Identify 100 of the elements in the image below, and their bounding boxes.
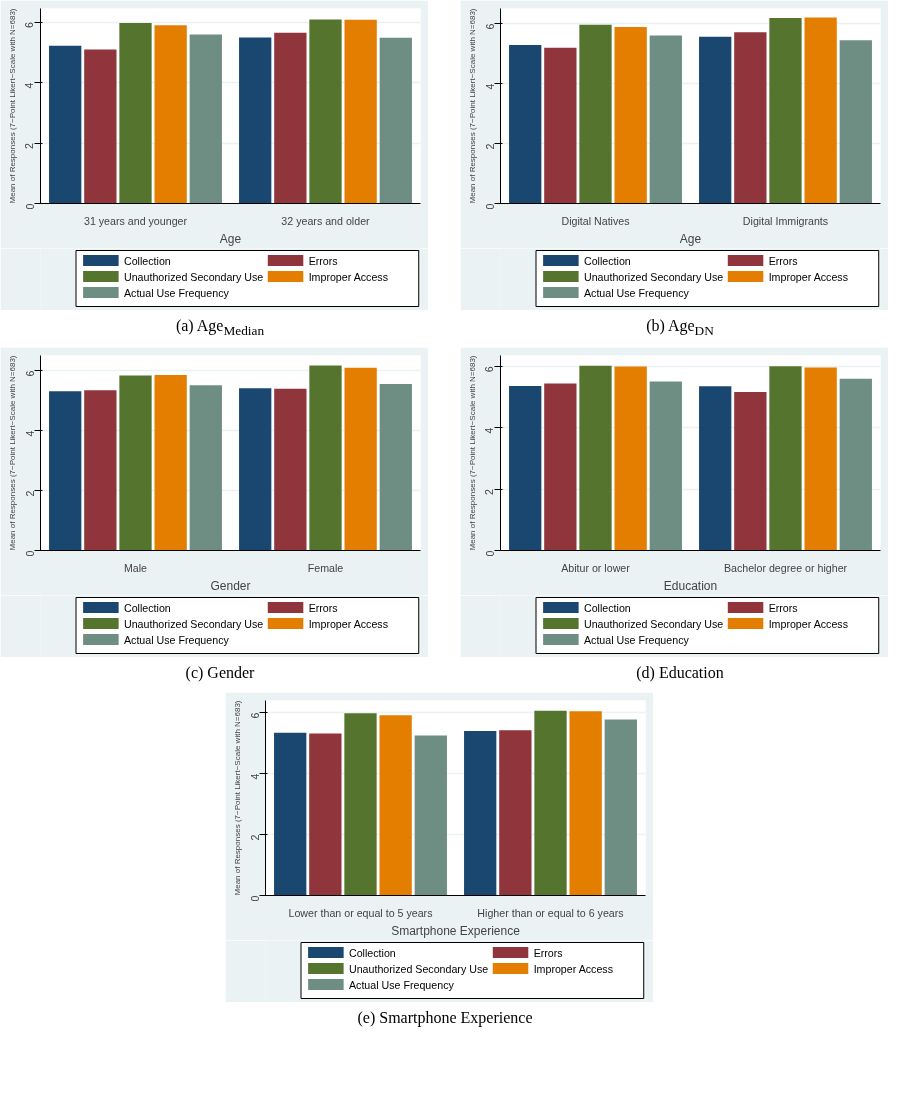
x-axis-title: Age (219, 231, 242, 246)
bar (309, 733, 342, 896)
y-tick-label: 6 (248, 712, 261, 719)
bar (839, 40, 872, 204)
legend-label: Improper Access (308, 270, 389, 283)
bar (309, 365, 342, 551)
bar (274, 732, 307, 896)
x-tick-label: Female (307, 561, 344, 574)
x-tick-label: 31 years and younger (83, 214, 188, 227)
x-tick-label: Digital Immigrants (742, 214, 829, 227)
legend-label: Improper Access (308, 617, 389, 630)
legend-label: Unauthorized Secondary Use (348, 962, 489, 975)
bar (464, 731, 497, 896)
y-tick-label: 6 (483, 366, 496, 373)
x-tick-label: Male (123, 561, 148, 574)
legend-label: Unauthorized Secondary Use (123, 270, 264, 283)
y-tick-label: 4 (248, 773, 261, 780)
legend-label: Collection (123, 254, 171, 267)
y-tick-label: 0 (23, 203, 36, 210)
y-tick-label: 2 (248, 834, 261, 841)
bar (499, 730, 532, 896)
bar (534, 710, 567, 896)
y-tick-label: 4 (483, 83, 496, 90)
y-tick-label: 0 (23, 550, 36, 557)
y-tick-label: 2 (483, 143, 496, 150)
legend-label: Actual Use Frequency (583, 633, 690, 646)
y-tick-label: 6 (23, 370, 36, 377)
bar (804, 17, 837, 204)
bar (379, 384, 412, 551)
bar (604, 719, 637, 896)
bar (569, 711, 602, 896)
x-axis-title: Education (663, 578, 718, 593)
y-tick-label: 4 (23, 82, 36, 89)
legend-label: Errors (768, 254, 798, 267)
y-tick-label: 0 (248, 895, 261, 902)
text: (e) Smartphone Experience (357, 1008, 533, 1029)
x-tick-label: Lower than or equal to 5 years (288, 906, 433, 919)
legend-label: Errors (768, 601, 798, 614)
legend-label: Improper Access (768, 270, 849, 283)
bar (544, 47, 577, 204)
bar (49, 391, 82, 551)
bar (154, 375, 187, 551)
legend-label: Errors (308, 254, 338, 267)
x-axis-title: Gender (210, 578, 251, 593)
bar (344, 713, 377, 896)
legend-label: Actual Use Frequency (348, 978, 455, 991)
x-tick-label: Bachelor degree or higher (723, 561, 848, 574)
legend-label: Actual Use Frequency (583, 286, 690, 299)
x-tick-label: Digital Natives (561, 214, 630, 227)
bar (239, 388, 272, 551)
x-tick-label: Higher than or equal to 6 years (477, 906, 624, 919)
legend-label: Improper Access (768, 617, 849, 630)
legend-label: Unauthorized Secondary Use (583, 617, 724, 630)
legend-label: Collection (348, 946, 396, 959)
bar (189, 385, 222, 551)
y-tick-label: 6 (483, 23, 496, 30)
x-axis-title: Age (679, 231, 702, 246)
y-tick-label: 2 (23, 490, 36, 497)
legend-label: Errors (533, 946, 563, 959)
legend-label: Unauthorized Secondary Use (123, 617, 264, 630)
bar (344, 368, 377, 551)
legend-label: Actual Use Frequency (123, 633, 230, 646)
x-tick-label: 32 years and older (281, 214, 371, 227)
legend-label: Collection (123, 601, 171, 614)
bar (414, 735, 447, 896)
bar (274, 389, 307, 551)
bar (379, 715, 412, 896)
legend-label: Improper Access (533, 962, 614, 975)
bar (509, 45, 542, 204)
bar (84, 390, 117, 551)
legend-label: Actual Use Frequency (123, 286, 230, 299)
legend-label: Errors (308, 601, 338, 614)
y-tick-label: 0 (483, 550, 496, 557)
y-axis-title: Mean of Responses (7−Point Likert−Scale with N=683) (7, 8, 17, 204)
text: (b) Age$_{DN}$ (646, 316, 714, 341)
y-tick-label: 2 (483, 489, 496, 496)
y-tick-label: 0 (483, 203, 496, 210)
bar (119, 375, 152, 551)
x-axis-title: Smartphone Experience (391, 923, 521, 938)
y-tick-label: 4 (483, 427, 496, 434)
x-tick-label: Abitur or lower (561, 561, 631, 574)
bar (614, 27, 647, 204)
bar (734, 32, 767, 204)
y-axis-title: Mean of Responses (7−Point Likert−Scale with N=683) (232, 700, 242, 896)
y-tick-label: 2 (23, 142, 36, 149)
y-axis-title: Mean of Responses (7−Point Likert−Scale with N=683) (467, 8, 477, 204)
text: (d) Education (636, 663, 724, 684)
y-tick-label: 4 (23, 430, 36, 437)
bar (649, 35, 682, 204)
text: (a) Age$_{Median}$ (175, 316, 265, 341)
legend-label: Collection (583, 601, 631, 614)
y-axis-title: Mean of Responses (7−Point Likert−Scale with N=683) (7, 355, 17, 551)
legend-label: Unauthorized Secondary Use (583, 270, 724, 283)
y-axis-title: Mean of Responses (7−Point Likert−Scale with N=683) (467, 355, 477, 551)
y-tick-label: 6 (23, 22, 36, 29)
text: (c) Gender (185, 663, 255, 684)
bar (699, 36, 732, 204)
bar (769, 18, 802, 204)
legend-label: Collection (583, 254, 631, 267)
bar (579, 24, 612, 204)
